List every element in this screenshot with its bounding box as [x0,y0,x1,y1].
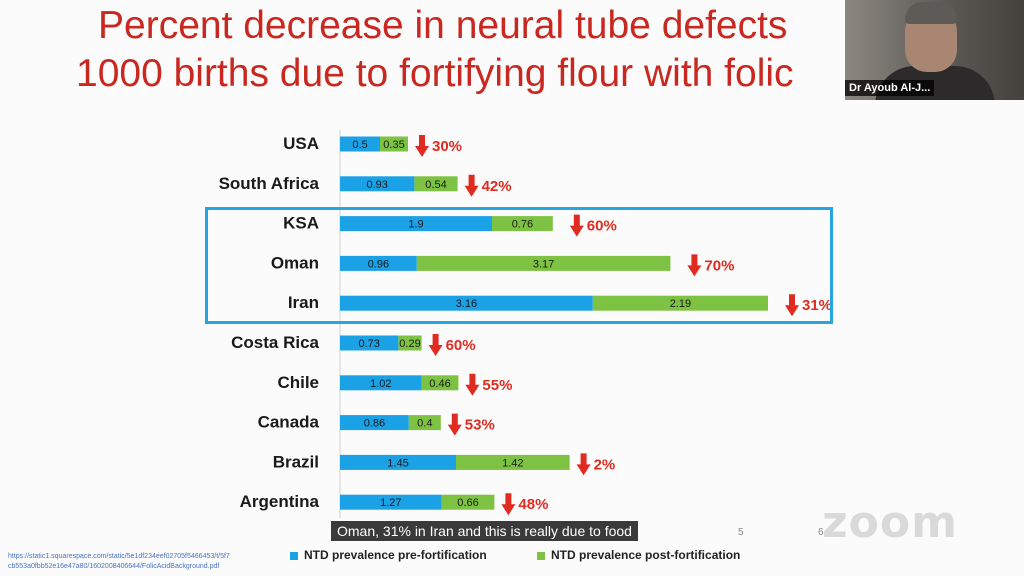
data-label-post: 0.66 [457,497,478,509]
bar-post-fortification [416,255,671,271]
bar-post-fortification [592,295,768,311]
data-label-pre: 3.16 [456,298,477,310]
data-label-pre: 1.02 [370,378,391,390]
percent-decrease-label: 55% [482,377,512,394]
category-label: Argentina [240,492,320,511]
percent-decrease-label: 70% [704,257,734,274]
percent-decrease-label: 42% [482,178,512,195]
data-label-post: 0.29 [399,338,420,350]
category-label: South Africa [219,174,320,193]
bar-post-fortification [398,335,422,351]
bar-post-fortification [441,494,495,510]
percent-decrease-label: 2% [594,456,616,473]
category-label: Brazil [273,452,319,471]
down-arrow-icon [447,413,462,436]
percent-decrease-label: 60% [587,218,617,235]
down-arrow-icon [464,174,479,197]
down-arrow-icon [415,135,429,157]
legend-swatch-pre [290,551,298,560]
data-label-pre: 0.5 [352,139,367,151]
percent-decrease-label: 30% [432,138,462,155]
bar-pre-fortification [340,295,593,311]
category-label: KSA [283,214,319,233]
data-label-post: 0.35 [383,139,404,151]
category-label: Oman [271,253,319,272]
legend-label-post: NTD prevalence post-fortification [551,548,741,562]
bar-pre-fortification [340,216,492,232]
down-arrow-icon [569,214,584,237]
source-link-line1[interactable]: https://static1.squarespace.com/static/5… [8,553,230,560]
bar-post-fortification [408,415,441,431]
bar-post-fortification [456,454,570,470]
bar-post-fortification [492,216,553,232]
highlight-box [205,207,833,324]
bar-pre-fortification [340,335,399,351]
legend-item-pre: NTD prevalence pre-fortification [290,548,487,562]
data-label-pre: 1.9 [408,219,423,231]
percent-decrease-label: 31% [802,297,832,314]
live-caption: Oman, 31% in Iran and this is really due… [331,521,638,541]
data-label-pre: 0.93 [366,179,387,191]
bar-pre-fortification [340,176,415,192]
page-number: 5 [738,527,744,538]
data-label-pre: 0.96 [368,258,389,270]
slide-title-line2: 1000 births due to fortifying flour with… [76,52,794,95]
legend-item-post: NTD prevalence post-fortification [537,548,740,562]
data-label-pre: 0.73 [358,338,379,350]
down-arrow-icon [465,373,480,396]
bar-pre-fortification [340,255,417,271]
source-link[interactable]: https://static1.squarespace.com/static/5… [8,552,278,572]
data-label-post: 0.54 [425,179,446,191]
category-label: Canada [258,413,320,432]
source-link-line2[interactable]: cb553a0fbb52e16e47a80/1602008406644/Foli… [8,563,220,570]
down-arrow-icon [687,254,702,277]
category-label: USA [283,134,319,153]
zoom-watermark: zoom [822,497,958,548]
participant-name-label: Dr Ayoub Al-J... [845,80,935,96]
participant-video-tile[interactable]: Dr Ayoub Al-J... [845,0,1024,100]
bar-pre-fortification [340,454,456,470]
bar-post-fortification [421,375,459,391]
bar-post-fortification [380,136,408,152]
data-label-pre: 0.86 [364,418,385,430]
slide-title-line1: Percent decrease in neural tube defects [98,4,788,47]
down-arrow-icon [428,334,443,356]
percent-decrease-label: 60% [446,337,476,354]
down-arrow-icon [785,294,799,317]
percent-decrease-label: 53% [465,417,495,434]
bar-pre-fortification [340,415,409,431]
category-label: Costa Rica [231,333,319,352]
down-arrow-icon [576,453,591,476]
data-label-pre: 1.45 [387,457,408,469]
bar-pre-fortification [340,136,380,152]
data-label-post: 3.17 [533,258,554,270]
data-label-post: 2.19 [670,298,691,310]
bar-post-fortification [414,176,458,192]
data-label-pre: 1.27 [380,497,401,509]
data-label-post: 0.76 [512,219,533,231]
category-label: Chile [277,373,319,392]
legend-swatch-post [537,551,545,560]
data-label-post: 1.42 [502,457,523,469]
bar-pre-fortification [340,494,442,510]
data-label-post: 0.46 [429,378,450,390]
page-number-next: 6 [818,527,824,538]
percent-decrease-label: 48% [518,496,548,513]
down-arrow-icon [501,493,516,516]
legend-label-pre: NTD prevalence pre-fortification [304,548,487,562]
category-label: Iran [288,293,319,312]
bar-pre-fortification [340,375,422,391]
data-label-post: 0.4 [417,418,432,430]
